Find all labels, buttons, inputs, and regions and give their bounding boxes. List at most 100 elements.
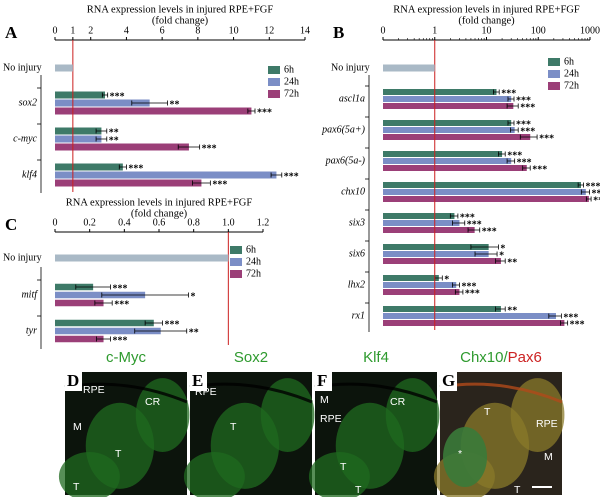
significance: * bbox=[500, 243, 505, 254]
significance: * bbox=[499, 250, 504, 261]
region-label: RPE bbox=[83, 384, 105, 396]
error-bar bbox=[577, 182, 584, 188]
bar bbox=[55, 179, 202, 187]
panel-title-part: Pax6 bbox=[508, 349, 542, 366]
panel-title-part: Chx10 bbox=[460, 349, 503, 366]
category-label: six3 bbox=[349, 217, 365, 228]
control-bar bbox=[55, 254, 229, 262]
category-label: klf4 bbox=[22, 169, 37, 180]
error-bar bbox=[467, 227, 481, 233]
bar bbox=[55, 171, 277, 179]
region-label: M bbox=[73, 421, 82, 433]
legend-swatch bbox=[548, 70, 560, 78]
error-bar bbox=[101, 92, 109, 98]
category-label: chx10 bbox=[341, 186, 365, 197]
error-bar bbox=[498, 151, 506, 157]
bar bbox=[383, 220, 460, 226]
significance: *** bbox=[112, 335, 127, 346]
legend-label: 6h bbox=[564, 56, 574, 67]
category-label: ascl1a bbox=[339, 93, 365, 104]
error-bar bbox=[474, 251, 498, 257]
significance: *** bbox=[461, 281, 476, 292]
chart-title: RNA expression levels in injured RPE+FGF bbox=[87, 4, 274, 15]
tissue bbox=[183, 451, 245, 497]
significance: *** bbox=[520, 102, 535, 113]
significance: *** bbox=[112, 283, 127, 294]
x-tick-label: 1 bbox=[432, 25, 437, 36]
legend-swatch bbox=[268, 66, 280, 74]
panel-title: Sox2 bbox=[234, 349, 268, 366]
x-tick-label: 0.8 bbox=[187, 217, 200, 228]
error-bar bbox=[495, 306, 506, 312]
region-label: T bbox=[340, 461, 347, 473]
bar bbox=[383, 96, 512, 102]
bar bbox=[383, 306, 501, 312]
x-tick-label: 12 bbox=[264, 25, 274, 36]
legend-label: 6h bbox=[284, 64, 294, 75]
x-tick-label: 8 bbox=[195, 25, 200, 36]
error-bar bbox=[449, 213, 459, 219]
category-label: pax6(5a+) bbox=[321, 124, 366, 135]
category-label: rx1 bbox=[352, 310, 365, 321]
error-bar bbox=[144, 320, 163, 326]
error-bar bbox=[452, 282, 460, 288]
tissue bbox=[443, 427, 487, 487]
error-bar bbox=[118, 164, 127, 170]
bar bbox=[55, 327, 161, 335]
panel-title-part: c-Myc bbox=[106, 349, 146, 366]
error-bar bbox=[506, 103, 519, 109]
significance: *** bbox=[516, 95, 531, 106]
bar bbox=[55, 99, 150, 107]
bar bbox=[55, 135, 102, 143]
region-label: RPE bbox=[320, 413, 342, 425]
legend-label: 72h bbox=[246, 268, 261, 279]
x-tick-label: 1000 bbox=[580, 25, 600, 36]
x-tick-label: 0 bbox=[53, 25, 58, 36]
region-label: T bbox=[73, 481, 80, 493]
significance: *** bbox=[532, 164, 547, 175]
significance: * bbox=[190, 291, 195, 302]
control-label: No injury bbox=[331, 62, 370, 73]
chart-subtitle: (fold change) bbox=[458, 15, 515, 26]
x-tick-label: 2 bbox=[88, 25, 93, 36]
category-label: sox2 bbox=[19, 97, 37, 108]
x-tick-label: 6 bbox=[160, 25, 165, 36]
panel-label: B bbox=[333, 23, 344, 42]
significance: *** bbox=[257, 107, 272, 118]
bar bbox=[383, 158, 512, 164]
significance: *** bbox=[128, 163, 143, 174]
category-label: pax6(5a-) bbox=[325, 155, 366, 166]
error-bar bbox=[96, 336, 111, 342]
legend-swatch bbox=[548, 82, 560, 90]
error-bar bbox=[95, 128, 108, 134]
significance: ** bbox=[189, 327, 199, 338]
significance: *** bbox=[164, 319, 179, 330]
bar bbox=[383, 103, 514, 109]
panel-letter: G bbox=[442, 371, 455, 390]
panel-title-part: / bbox=[503, 349, 508, 366]
panel-title-part: Sox2 bbox=[234, 349, 268, 366]
bar bbox=[55, 319, 154, 327]
error-bar bbox=[101, 292, 189, 298]
x-tick-label: 0 bbox=[381, 25, 386, 36]
category-label: six6 bbox=[349, 248, 365, 259]
micrograph bbox=[58, 372, 190, 497]
panel-title: c-Myc bbox=[106, 349, 146, 366]
bar bbox=[55, 127, 102, 135]
error-bar bbox=[75, 284, 111, 290]
error-bar bbox=[519, 134, 538, 140]
panel-title: Chx10/Pax6 bbox=[460, 349, 542, 366]
panel-letter-bg bbox=[190, 372, 207, 391]
region-label: T bbox=[230, 421, 237, 433]
panel-letter-bg bbox=[440, 372, 457, 391]
chart-subtitle: (fold change) bbox=[152, 15, 209, 26]
significance: ** bbox=[109, 135, 119, 146]
significance: *** bbox=[592, 188, 600, 199]
panel-label: C bbox=[5, 215, 17, 234]
bar bbox=[383, 127, 515, 133]
region-label: T bbox=[355, 484, 362, 496]
bar bbox=[383, 120, 512, 126]
bar bbox=[55, 163, 123, 171]
significance: *** bbox=[570, 319, 585, 330]
